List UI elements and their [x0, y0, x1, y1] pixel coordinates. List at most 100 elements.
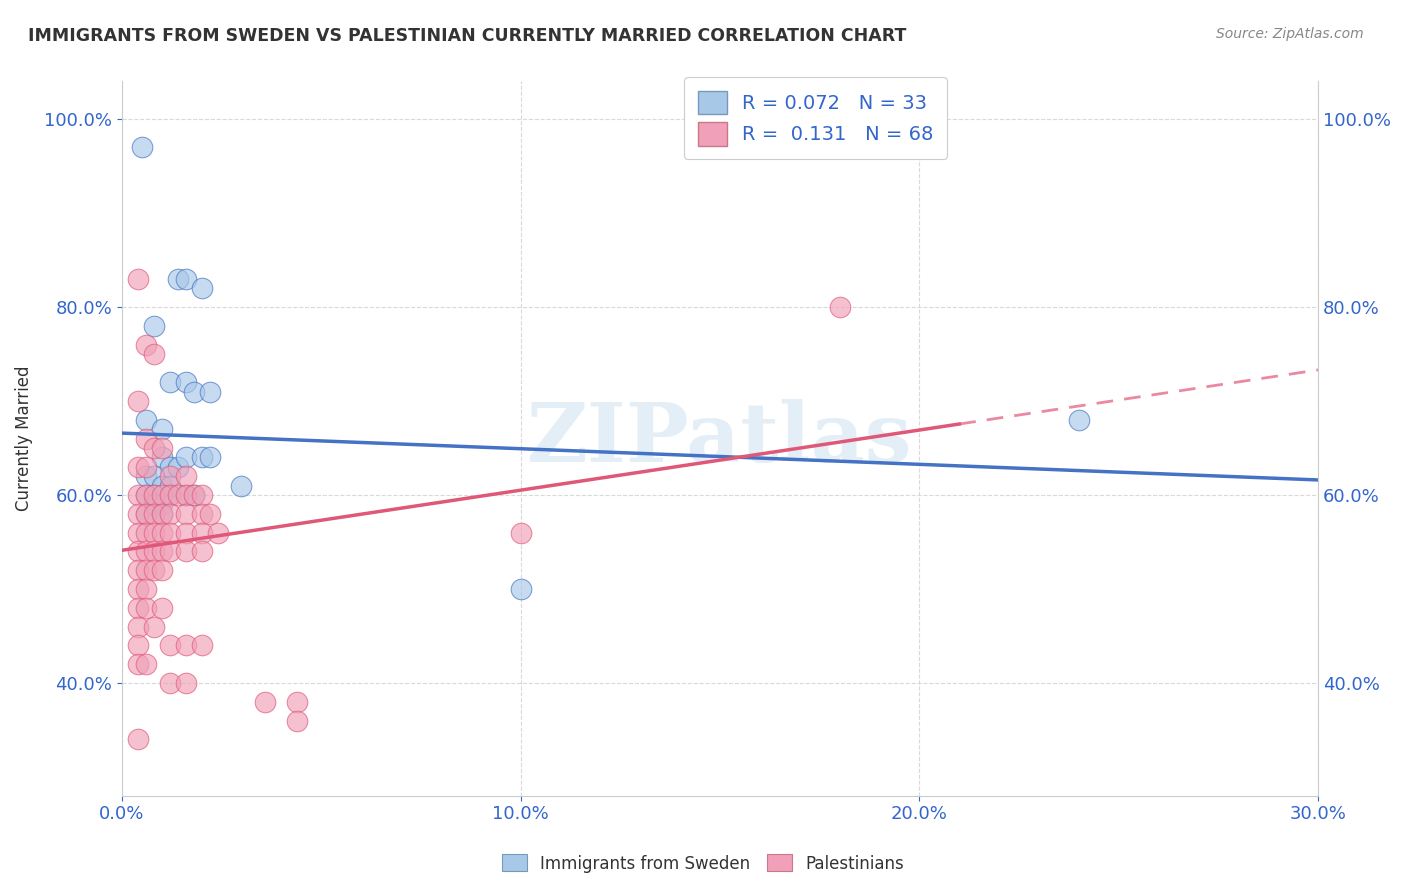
- Point: [135, 507, 157, 521]
- Point: [142, 318, 165, 333]
- Point: [127, 732, 149, 747]
- Point: [127, 600, 149, 615]
- Point: [142, 469, 165, 483]
- Y-axis label: Currently Married: Currently Married: [15, 366, 32, 511]
- Point: [159, 469, 181, 483]
- Point: [198, 507, 221, 521]
- Point: [190, 507, 212, 521]
- Point: [174, 676, 197, 690]
- Point: [183, 488, 205, 502]
- Point: [159, 488, 181, 502]
- Legend: R = 0.072   N = 33, R =  0.131   N = 68: R = 0.072 N = 33, R = 0.131 N = 68: [685, 77, 948, 160]
- Point: [166, 459, 188, 474]
- Point: [174, 544, 197, 558]
- Point: [190, 488, 212, 502]
- Point: [142, 488, 165, 502]
- Point: [174, 488, 197, 502]
- Point: [159, 525, 181, 540]
- Point: [174, 375, 197, 389]
- Point: [509, 525, 531, 540]
- Point: [135, 459, 157, 474]
- Point: [150, 563, 173, 577]
- Point: [159, 488, 181, 502]
- Legend: Immigrants from Sweden, Palestinians: Immigrants from Sweden, Palestinians: [495, 847, 911, 880]
- Point: [127, 507, 149, 521]
- Point: [135, 563, 157, 577]
- Point: [183, 488, 205, 502]
- Point: [135, 600, 157, 615]
- Point: [142, 507, 165, 521]
- Point: [159, 478, 181, 492]
- Point: [135, 657, 157, 672]
- Point: [190, 450, 212, 465]
- Point: [159, 375, 181, 389]
- Point: [135, 488, 157, 502]
- Point: [127, 394, 149, 409]
- Point: [131, 140, 153, 154]
- Point: [127, 272, 149, 286]
- Point: [166, 272, 188, 286]
- Text: ZIPatlas: ZIPatlas: [527, 399, 912, 479]
- Point: [159, 676, 181, 690]
- Point: [183, 384, 205, 399]
- Point: [150, 488, 173, 502]
- Point: [135, 544, 157, 558]
- Point: [828, 300, 851, 314]
- Point: [142, 563, 165, 577]
- Point: [142, 497, 165, 511]
- Point: [135, 507, 157, 521]
- Point: [174, 469, 197, 483]
- Point: [150, 525, 173, 540]
- Point: [190, 525, 212, 540]
- Point: [127, 619, 149, 633]
- Point: [159, 639, 181, 653]
- Point: [231, 478, 253, 492]
- Point: [174, 525, 197, 540]
- Point: [127, 657, 149, 672]
- Point: [150, 478, 173, 492]
- Point: [174, 507, 197, 521]
- Point: [135, 525, 157, 540]
- Text: IMMIGRANTS FROM SWEDEN VS PALESTINIAN CURRENTLY MARRIED CORRELATION CHART: IMMIGRANTS FROM SWEDEN VS PALESTINIAN CU…: [28, 27, 907, 45]
- Point: [174, 450, 197, 465]
- Point: [150, 422, 173, 436]
- Point: [150, 450, 173, 465]
- Point: [127, 563, 149, 577]
- Point: [254, 695, 277, 709]
- Point: [190, 544, 212, 558]
- Point: [127, 525, 149, 540]
- Point: [207, 525, 229, 540]
- Point: [159, 544, 181, 558]
- Point: [142, 525, 165, 540]
- Point: [142, 441, 165, 455]
- Point: [135, 582, 157, 596]
- Point: [127, 582, 149, 596]
- Point: [142, 488, 165, 502]
- Point: [1067, 413, 1090, 427]
- Point: [127, 488, 149, 502]
- Point: [135, 337, 157, 351]
- Point: [135, 413, 157, 427]
- Point: [150, 600, 173, 615]
- Point: [150, 544, 173, 558]
- Point: [135, 432, 157, 446]
- Point: [150, 507, 173, 521]
- Point: [135, 488, 157, 502]
- Point: [190, 639, 212, 653]
- Point: [285, 714, 308, 728]
- Point: [150, 507, 173, 521]
- Point: [127, 639, 149, 653]
- Point: [150, 497, 173, 511]
- Point: [135, 469, 157, 483]
- Point: [142, 619, 165, 633]
- Point: [159, 459, 181, 474]
- Point: [142, 347, 165, 361]
- Point: [127, 544, 149, 558]
- Point: [159, 507, 181, 521]
- Point: [509, 582, 531, 596]
- Point: [198, 384, 221, 399]
- Point: [127, 459, 149, 474]
- Text: Source: ZipAtlas.com: Source: ZipAtlas.com: [1216, 27, 1364, 41]
- Point: [190, 281, 212, 295]
- Point: [174, 272, 197, 286]
